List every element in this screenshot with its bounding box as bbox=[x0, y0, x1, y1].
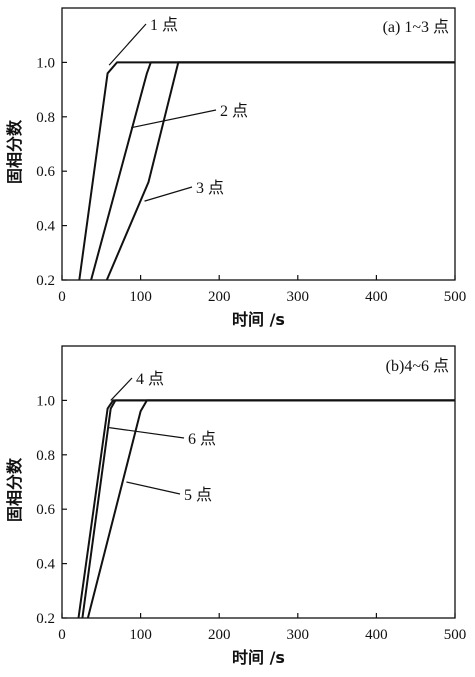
x-tick-label: 500 bbox=[444, 627, 467, 643]
y-tick-label: 1.0 bbox=[36, 393, 55, 409]
y-tick-label: 0.4 bbox=[36, 557, 55, 573]
panel-label: (a) 1~3 点 bbox=[383, 18, 449, 36]
annotation-leader bbox=[126, 481, 181, 495]
y-tick-label: 1.0 bbox=[36, 55, 55, 71]
series-line-1 bbox=[78, 61, 455, 281]
series-annotation: 3 点 bbox=[196, 179, 224, 197]
series-line-3 bbox=[86, 399, 455, 619]
x-tick-label: 400 bbox=[365, 289, 388, 305]
series-line-2 bbox=[90, 61, 455, 281]
y-tick-label: 0.8 bbox=[36, 110, 55, 126]
x-tick-label: 300 bbox=[287, 289, 310, 305]
series-annotation: 2 点 bbox=[220, 102, 248, 120]
annotation-leader bbox=[108, 23, 147, 66]
chart-panel-1: 0 100 200 300 400 500 0.2 0.4 0.6 0.8 1.0 时间 /s 固相分数… bbox=[5, 345, 467, 667]
x-tick-label: 100 bbox=[129, 289, 152, 305]
annotation-leader bbox=[131, 109, 217, 129]
x-tick-label: 0 bbox=[58, 627, 66, 643]
annotation-leader bbox=[144, 186, 193, 202]
y-tick-label: 0.4 bbox=[36, 219, 55, 235]
y-axis-label: 固相分数 bbox=[5, 119, 24, 184]
chart-panel-0: 0 100 200 300 400 500 0.2 0.4 0.6 0.8 1.0 时间 /s 固相分数… bbox=[5, 7, 467, 329]
y-tick-label: 0.2 bbox=[36, 611, 55, 627]
x-axis-label: 时间 /s bbox=[232, 648, 285, 667]
x-tick-label: 100 bbox=[129, 627, 152, 643]
series-annotation: 1 点 bbox=[150, 16, 178, 34]
annotation-leader bbox=[109, 427, 185, 439]
y-tick-label: 0.6 bbox=[36, 502, 55, 518]
x-tick-label: 0 bbox=[58, 289, 66, 305]
series-line-2 bbox=[81, 399, 455, 619]
annotation-leader bbox=[110, 377, 133, 401]
series-annotation: 4 点 bbox=[136, 370, 164, 388]
series-line-3 bbox=[105, 61, 455, 281]
x-tick-label: 500 bbox=[444, 289, 467, 305]
x-axis-label: 时间 /s bbox=[232, 310, 285, 329]
x-tick-label: 300 bbox=[287, 627, 310, 643]
y-tick-label: 0.8 bbox=[36, 448, 55, 464]
series-annotation: 5 点 bbox=[184, 486, 212, 504]
plot-frame bbox=[61, 345, 456, 619]
plot-frame bbox=[61, 7, 456, 281]
y-axis-label: 固相分数 bbox=[5, 457, 24, 522]
y-tick-label: 0.2 bbox=[36, 273, 55, 289]
x-tick-label: 200 bbox=[208, 627, 231, 643]
x-tick-label: 200 bbox=[208, 289, 231, 305]
series-annotation: 6 点 bbox=[188, 430, 216, 448]
y-tick-label: 0.6 bbox=[36, 164, 55, 180]
x-tick-label: 400 bbox=[365, 627, 388, 643]
panel-label: (b)4~6 点 bbox=[386, 357, 449, 375]
